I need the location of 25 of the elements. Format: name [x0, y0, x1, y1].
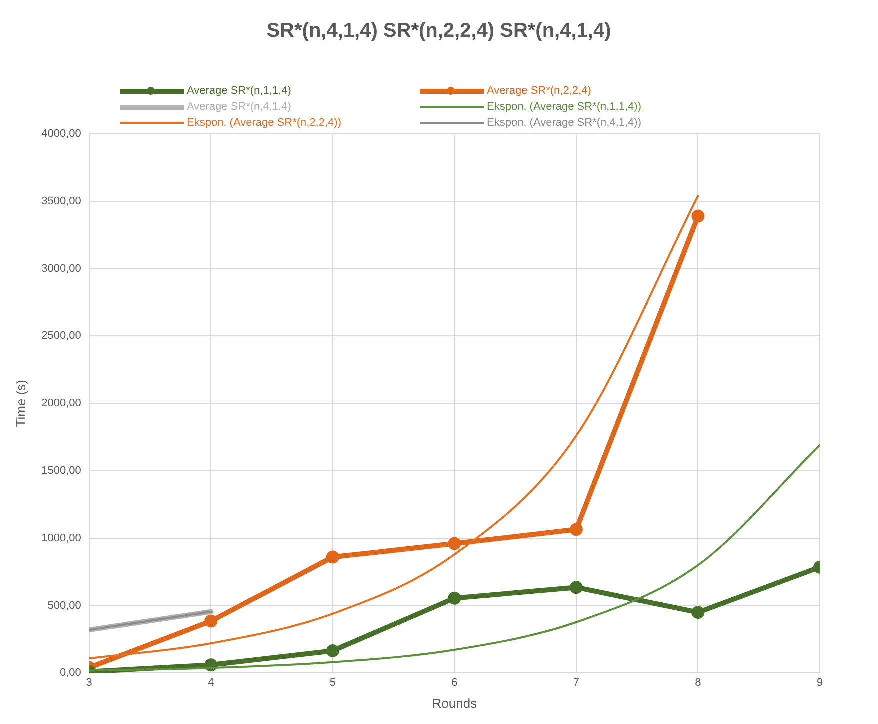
text: Average SR*(n,4,1,4)	[187, 101, 292, 113]
x-axis-title: Rounds	[432, 696, 478, 711]
y-tick-label: 4000,00	[42, 128, 82, 140]
y-tick-label: 0,00	[60, 667, 82, 680]
y-axis-title: Time (s)	[13, 380, 28, 428]
x-tick-label: 3	[86, 676, 92, 689]
chart-title: SR*(n,4,1,4) SR*(n,2,2,4) SR*(n,4,1,4)	[266, 20, 612, 43]
y-tick-label: 3000,00	[42, 262, 82, 275]
y-tick-label: 1000,00	[42, 532, 82, 544]
x-tick-label: 8	[695, 676, 702, 689]
x-tick-label: 9	[816, 676, 824, 689]
x-tick-label: 6	[452, 676, 458, 689]
y-tick-label: 3500,00	[42, 195, 82, 208]
text: Ekspon. (Average SR*(n,4,1,4))	[487, 117, 642, 129]
x-tick-label: 5	[330, 676, 336, 689]
y-tick-label: 2000,00	[42, 398, 82, 410]
x-tick-label: 4	[208, 676, 214, 689]
y-tick-label: 500,00	[48, 600, 82, 612]
y-tick-label: 1500,00	[42, 465, 82, 478]
text: Ekspon. (Average SR*(n,1,1,4))	[487, 101, 642, 113]
text: Ekspon. (Average SR*(n,2,2,4))	[187, 117, 342, 129]
y-tick-label: 2500,00	[42, 330, 82, 342]
x-tick-label: 7	[573, 676, 580, 689]
text: Average SR*(n,2,2,4)	[487, 85, 592, 97]
text: Average SR*(n,1,1,4)	[187, 85, 292, 97]
